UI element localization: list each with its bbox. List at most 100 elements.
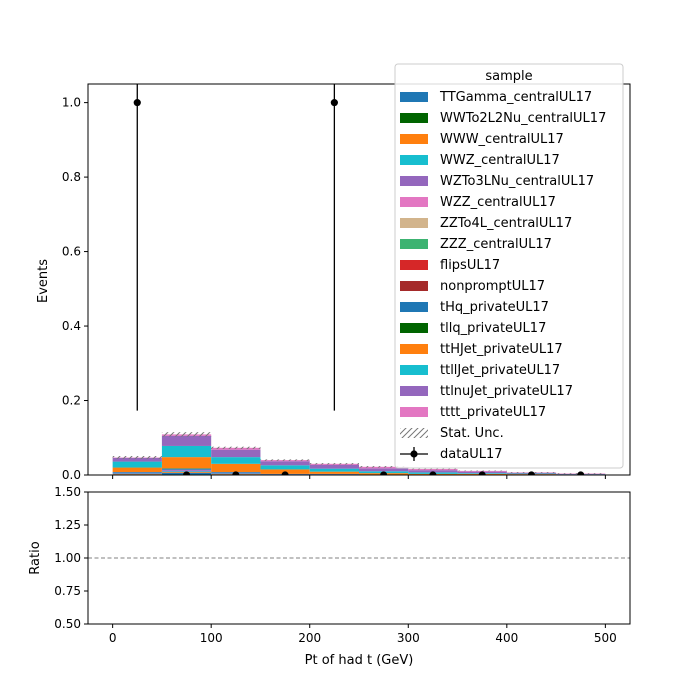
bottom-y-tick-label-1: 0.75 (54, 584, 81, 598)
legend-label-ttHJet_privateUL17: ttHJet_privateUL17 (440, 342, 563, 357)
legend: sample TTGamma_centralUL17 WWTo2L2Nu_cent… (394, 63, 624, 469)
x-tick-label-300: 300 (397, 631, 420, 645)
stat-unc-band-bin-5 (359, 466, 409, 468)
legend-label-tllq_privateUL17: tllq_privateUL17 (440, 321, 546, 336)
bar-ttlnuJet_privateUL17-bin-6 (408, 470, 458, 473)
legend-swatch-ttHJet_privateUL17 (400, 344, 428, 354)
bar-ttlnuJet_privateUL17-bin-3 (260, 461, 310, 466)
bar-ttlnuJet_privateUL17-bin-5 (359, 468, 409, 472)
bar-ttHJet_privateUL17-bin-4 (309, 471, 359, 474)
bar-tHq_privateUL17-bin-1 (161, 468, 212, 470)
top-y-ticks: 0.0 0.2 0.4 0.6 0.8 1.0 (62, 96, 88, 482)
data-point-2 (232, 471, 240, 475)
bar-ttlnuJet_privateUL17-bin-2 (211, 449, 261, 458)
y-axis-label-top: Events (36, 259, 51, 303)
stat-unc-band-bin-6 (408, 468, 458, 470)
legend-label-TTGamma_centralUL17: TTGamma_centralUL17 (439, 90, 592, 105)
top-y-tick-label-5: 1.0 (62, 96, 81, 110)
x-axis-label: Pt of had t (GeV) (305, 653, 414, 668)
legend-box (394, 63, 624, 469)
legend-swatch-ZZTo4L_centralUL17 (400, 218, 428, 228)
data-points (133, 84, 585, 475)
data-point-6 (429, 471, 437, 475)
legend-label-ttlnuJet_privateUL17: ttlnuJet_privateUL17 (440, 384, 573, 399)
legend-items: TTGamma_centralUL17 WWTo2L2Nu_centralUL17… (400, 90, 606, 462)
bar-ttllJet_privateUL17-bin-2 (211, 457, 261, 464)
legend-swatch-tttt_privateUL17 (400, 407, 428, 417)
legend-swatch-tllq_privateUL17 (400, 323, 428, 333)
data-point-4 (330, 99, 338, 107)
legend-data-marker (410, 450, 418, 458)
bar-ttlnuJet_privateUL17-bin-0 (112, 457, 162, 462)
legend-swatch-nonpromptUL17 (400, 281, 428, 291)
y-axis-label-bottom: Ratio (28, 541, 43, 574)
legend-label-stat-unc: Stat. Unc. (440, 426, 504, 441)
x-tick-label-0: 0 (109, 631, 117, 645)
data-point-9 (577, 471, 585, 475)
legend-swatch-tHq_privateUL17 (400, 302, 428, 312)
legend-label-ZZTo4L_centralUL17: ZZTo4L_centralUL17 (440, 216, 572, 231)
legend-swatch-WZTo3LNu_centralUL17 (400, 176, 428, 186)
top-y-tick-label-0: 0.0 (62, 468, 81, 482)
top-plot-area: 0.0 0.2 0.4 0.6 0.8 1.0 Events (36, 83, 631, 482)
legend-swatch-WWZ_centralUL17 (400, 155, 428, 165)
legend-label-tttt_privateUL17: tttt_privateUL17 (440, 405, 546, 420)
bar-ttllJet_privateUL17-bin-3 (260, 465, 310, 470)
bottom-y-tick-label-4: 1.50 (54, 485, 81, 499)
bar-ttllJet_privateUL17-bin-1 (161, 445, 212, 458)
legend-label-tHq_privateUL17: tHq_privateUL17 (440, 300, 549, 315)
bottom-y-tick-label-0: 0.50 (54, 617, 81, 631)
bottom-y-ticks: 0.50 0.75 1.00 1.25 1.50 (54, 485, 88, 631)
legend-swatch-stat-unc (400, 428, 428, 438)
stat-unc-band-bin-7 (457, 470, 507, 472)
legend-swatch-WWTo2L2Nu_centralUL17 (400, 113, 428, 123)
top-y-tick-label-4: 0.8 (62, 170, 81, 184)
top-y-tick-label-2: 0.4 (62, 319, 81, 333)
legend-label-nonpromptUL17: nonpromptUL17 (440, 279, 545, 294)
stat-unc-band-bin-0 (112, 456, 162, 459)
legend-label-WWW_centralUL17: WWW_centralUL17 (440, 132, 564, 147)
legend-label-flipsUL17: flipsUL17 (440, 258, 500, 273)
legend-swatch-TTGamma_centralUL17 (400, 92, 428, 102)
bar-WZTo3LNu_centralUL17-bin-1 (161, 470, 212, 472)
legend-swatch-ZZZ_centralUL17 (400, 239, 428, 249)
legend-label-WWTo2L2Nu_centralUL17: WWTo2L2Nu_centralUL17 (440, 111, 606, 126)
legend-swatch-WWW_centralUL17 (400, 134, 428, 144)
x-tick-label-100: 100 (200, 631, 223, 645)
bar-ttHJet_privateUL17-bin-1 (161, 457, 212, 469)
legend-swatch-ttllJet_privateUL17 (400, 365, 428, 375)
data-point-5 (380, 471, 388, 475)
bar-ttlnuJet_privateUL17-bin-4 (309, 464, 359, 469)
stat-unc-band-bin-1 (161, 432, 212, 437)
data-point-7 (478, 471, 486, 475)
stat-unc-band-bin-3 (260, 459, 310, 461)
legend-label-WZZ_centralUL17: WZZ_centralUL17 (440, 195, 556, 210)
top-x-ticks (112, 475, 606, 479)
legend-label-ZZZ_centralUL17: ZZZ_centralUL17 (440, 237, 552, 252)
bottom-y-tick-label-2: 1.00 (54, 551, 81, 565)
legend-swatch-WZZ_centralUL17 (400, 197, 428, 207)
bar-ttHJet_privateUL17-bin-0 (112, 467, 162, 473)
bottom-y-tick-label-3: 1.25 (54, 518, 81, 532)
bar-tttt_privateUL17-bin-6 (408, 469, 458, 471)
bottom-plot-area: 0 100 200 300 400 500 0.50 0.75 1.00 1.25 1.50 Ra… (28, 485, 631, 668)
stat-unc-band-bin-2 (211, 446, 261, 449)
bar-WZTo3LNu_centralUL17-bin-0 (112, 472, 162, 474)
legend-swatch-ttlnuJet_privateUL17 (400, 386, 428, 396)
data-point-1 (182, 471, 191, 475)
bar-ttHJet_privateUL17-bin-2 (211, 463, 261, 473)
legend-label-data: dataUL17 (440, 447, 503, 462)
bar-ttlnuJet_privateUL17-bin-1 (161, 435, 212, 446)
legend-swatch-flipsUL17 (400, 260, 428, 270)
bar-tHq_privateUL17-bin-0 (112, 472, 162, 473)
x-tick-label-400: 400 (495, 631, 518, 645)
legend-label-ttllJet_privateUL17: ttllJet_privateUL17 (440, 363, 560, 378)
data-point-3 (281, 471, 289, 475)
bar-ttllJet_privateUL17-bin-0 (112, 461, 162, 468)
legend-title: sample (485, 69, 532, 84)
top-axes-frame (87, 83, 631, 476)
top-y-tick-label-3: 0.6 (62, 245, 81, 259)
stat-unc-band-bin-4 (309, 463, 359, 465)
x-tick-label-500: 500 (594, 631, 617, 645)
